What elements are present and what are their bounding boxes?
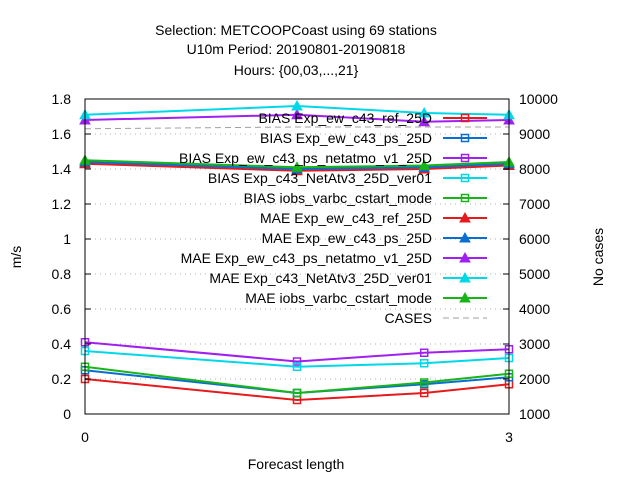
data-point [292, 362, 302, 371]
y2-tick-label: 5000 [519, 266, 550, 282]
legend-swatch-marker [459, 251, 471, 263]
legend-swatch-marker [460, 153, 470, 163]
legend-label: MAE Exp_ew_c43_ps_25D [262, 230, 432, 246]
data-point [419, 378, 429, 387]
series-line [84, 378, 510, 402]
x-tick-label: 3 [505, 429, 513, 445]
y-tick-label: 0 [63, 406, 71, 422]
y-tick-label: 1.4 [52, 161, 72, 177]
chart-title: Selection: METCOOPCoast using 69 station… [155, 22, 437, 78]
legend-entry: BIAS Exp_ew_c43_ps_netatmo_v1_25D [179, 150, 487, 166]
legend-swatch-marker [460, 133, 470, 143]
series-line [84, 162, 510, 172]
title-line-3: Hours: {00,03,...,21} [234, 62, 359, 78]
legend-label: CASES [385, 310, 432, 326]
y2-tick-label: 4000 [519, 301, 550, 317]
series-layer [79, 99, 515, 405]
title-line-1: Selection: METCOOPCoast using 69 station… [155, 22, 437, 38]
legend-label: BIAS iobs_varbc_cstart_mode [244, 190, 433, 206]
legend-entry: BIAS Exp_ew_c43_ps_25D [260, 130, 487, 146]
data-point [419, 359, 429, 368]
legend-label: MAE Exp_ew_c43_ps_netatmo_v1_25D [181, 250, 432, 266]
y2-tick-label: 8000 [519, 161, 550, 177]
legend-label: BIAS Exp_c43_NetAtv3_25D_ver01 [208, 170, 432, 186]
y2-tick-label: 3000 [519, 336, 550, 352]
legend-entry: MAE Exp_ew_c43_ps_netatmo_v1_25D [181, 250, 487, 266]
legend-entry: MAE Exp_ew_c43_ps_25D [262, 230, 487, 246]
plot-frame [84, 98, 510, 415]
legend-label: MAE Exp_ew_c43_ref_25D [260, 210, 432, 226]
legend-swatch-marker [460, 193, 470, 203]
data-point [292, 357, 302, 366]
y2-tick-label: 7000 [519, 196, 550, 212]
series-line [84, 341, 510, 363]
y-axis-label: m/s [8, 246, 24, 269]
series-3 [80, 346, 514, 371]
x-tick-label: 0 [81, 429, 89, 445]
legend-label: BIAS Exp_ew_c43_ps_netatmo_v1_25D [179, 150, 432, 166]
series-line [84, 159, 510, 169]
series-line [84, 126, 509, 130]
legend-label: BIAS Exp_ew_c43_ps_25D [260, 130, 432, 146]
grid-lines [85, 133, 509, 380]
data-point [292, 388, 302, 398]
series-line [84, 161, 510, 171]
y-tick-label: 0.6 [52, 301, 72, 317]
series-9 [79, 154, 515, 172]
legend-swatch-marker [460, 113, 470, 123]
data-point [418, 115, 431, 127]
legend: BIAS Exp_ew_c43_ref_25D BIAS Exp_ew_c43_p… [179, 110, 487, 326]
legend-swatch-marker [460, 173, 470, 183]
legend-entry: MAE Exp_ew_c43_ref_25D [260, 210, 487, 226]
y2-axis-label: No cases [590, 228, 606, 286]
data-point [291, 99, 303, 111]
legend-entry: CASES [385, 310, 487, 326]
data-point [291, 108, 303, 120]
title-line-2: U10m Period: 20190801-20190818 [187, 41, 406, 57]
legend-label: MAE Exp_c43_NetAtv3_25D_ver01 [209, 270, 432, 286]
y-tick-label: 1 [63, 231, 71, 247]
legend-entry: MAE iobs_varbc_cstart_mode [245, 290, 487, 306]
y-tick-label: 1.8 [52, 91, 72, 107]
y-tick-label: 0.2 [52, 371, 72, 387]
y-tick-label: 0.4 [52, 336, 72, 352]
legend-entry: BIAS iobs_varbc_cstart_mode [244, 190, 487, 206]
y2-tick-label: 10000 [519, 91, 558, 107]
y2-tick-label: 1000 [519, 406, 550, 422]
series-line [84, 350, 510, 368]
legend-swatch-marker [459, 231, 471, 243]
y-tick-label: 1.2 [52, 196, 72, 212]
legend-swatch-marker [459, 271, 471, 283]
axes: 0 0.2 0.4 0.6 0.8 1 1.2 1.4 1.6 1.8 1000 2000 3000 40… [52, 91, 559, 445]
series-10 [84, 126, 509, 130]
y2-tick-label: 6000 [519, 231, 550, 247]
y-tick-label: 0.8 [52, 266, 72, 282]
legend-swatch-marker [459, 211, 471, 223]
data-point [291, 161, 303, 172]
legend-swatch-marker [459, 291, 471, 303]
data-point [419, 348, 429, 357]
legend-entry: BIAS Exp_c43_NetAtv3_25D_ver01 [208, 170, 487, 186]
x-axis-label: Forecast length [248, 456, 345, 472]
y2-tick-label: 2000 [519, 371, 550, 387]
data-point [418, 159, 431, 170]
legend-entry: BIAS Exp_ew_c43_ref_25D [258, 110, 487, 126]
data-point [418, 106, 431, 118]
series-line [84, 365, 510, 395]
y-tick-label: 1.6 [52, 126, 72, 142]
legend-entry: MAE Exp_c43_NetAtv3_25D_ver01 [209, 270, 487, 286]
legend-label: BIAS Exp_ew_c43_ref_25D [258, 110, 432, 126]
data-point [419, 388, 429, 398]
y2-tick-label: 9000 [519, 126, 550, 142]
legend-label: MAE iobs_varbc_cstart_mode [245, 290, 432, 306]
